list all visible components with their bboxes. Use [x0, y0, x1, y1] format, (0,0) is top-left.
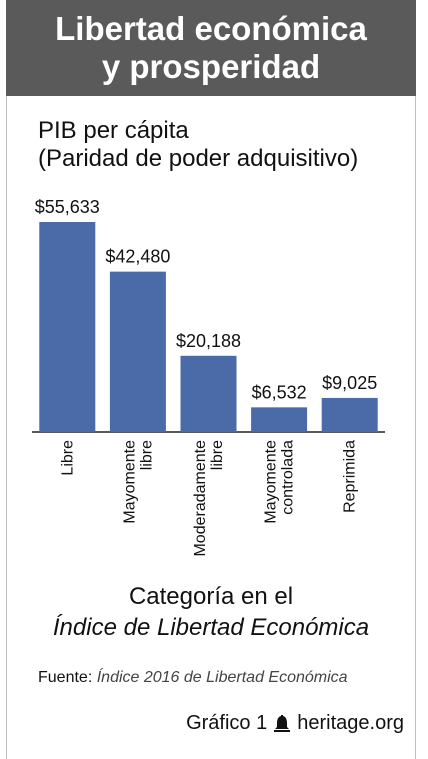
value-label-0: $55,633: [35, 197, 100, 217]
category-label-3-line-0: Mayomente: [263, 440, 280, 524]
source-text: Índice 2016 de Libertad Económica: [96, 669, 348, 686]
x-axis-title-line-2: Índice de Libertad Económica: [52, 614, 370, 641]
bar-1: [109, 271, 166, 432]
value-label-2: $20,188: [176, 331, 241, 351]
source-note: Fuente: Índice 2016 de Libertad Económic…: [38, 669, 348, 687]
bar-4: [321, 397, 378, 432]
value-label-4: $9,025: [322, 373, 377, 393]
bar-3: [251, 407, 308, 432]
value-label-1: $42,480: [105, 247, 170, 267]
category-label-3-line-1: controlada: [280, 440, 297, 515]
category-label-2-line-0: Moderadamente: [192, 440, 209, 557]
chart-number: Gráfico 1: [186, 712, 268, 734]
site-link[interactable]: heritage.org: [297, 712, 404, 734]
category-label-0: Libre: [59, 440, 76, 476]
y-axis-title-line-2: (Paridad de poder adquisitivo): [38, 145, 359, 172]
footer: Gráfico 1 heritage.org: [186, 712, 404, 735]
x-axis-title-line-1: Categoría en el: [128, 583, 294, 610]
figure-frame: [6, 0, 416, 759]
category-label-4: Reprimida: [342, 440, 359, 513]
category-label-2-line-1: libre: [209, 440, 226, 470]
bar-0: [39, 222, 96, 432]
title-line-2: y prosperidad: [101, 48, 321, 85]
title-banner: Libertad económica y prosperidad: [6, 0, 416, 96]
category-label-1-line-1: libre: [138, 440, 155, 470]
y-axis-title-line-1: PIB per cápita: [38, 117, 189, 144]
y-axis-title: PIB per cápita (Paridad de poder adquisi…: [38, 117, 358, 173]
category-label-1-line-0: Mayomente: [121, 440, 138, 524]
source-label: Fuente:: [38, 669, 93, 686]
bell-icon: [274, 714, 291, 732]
title-line-1: Libertad económica: [55, 10, 367, 47]
value-label-3: $6,532: [252, 382, 307, 402]
bar-2: [180, 355, 237, 432]
